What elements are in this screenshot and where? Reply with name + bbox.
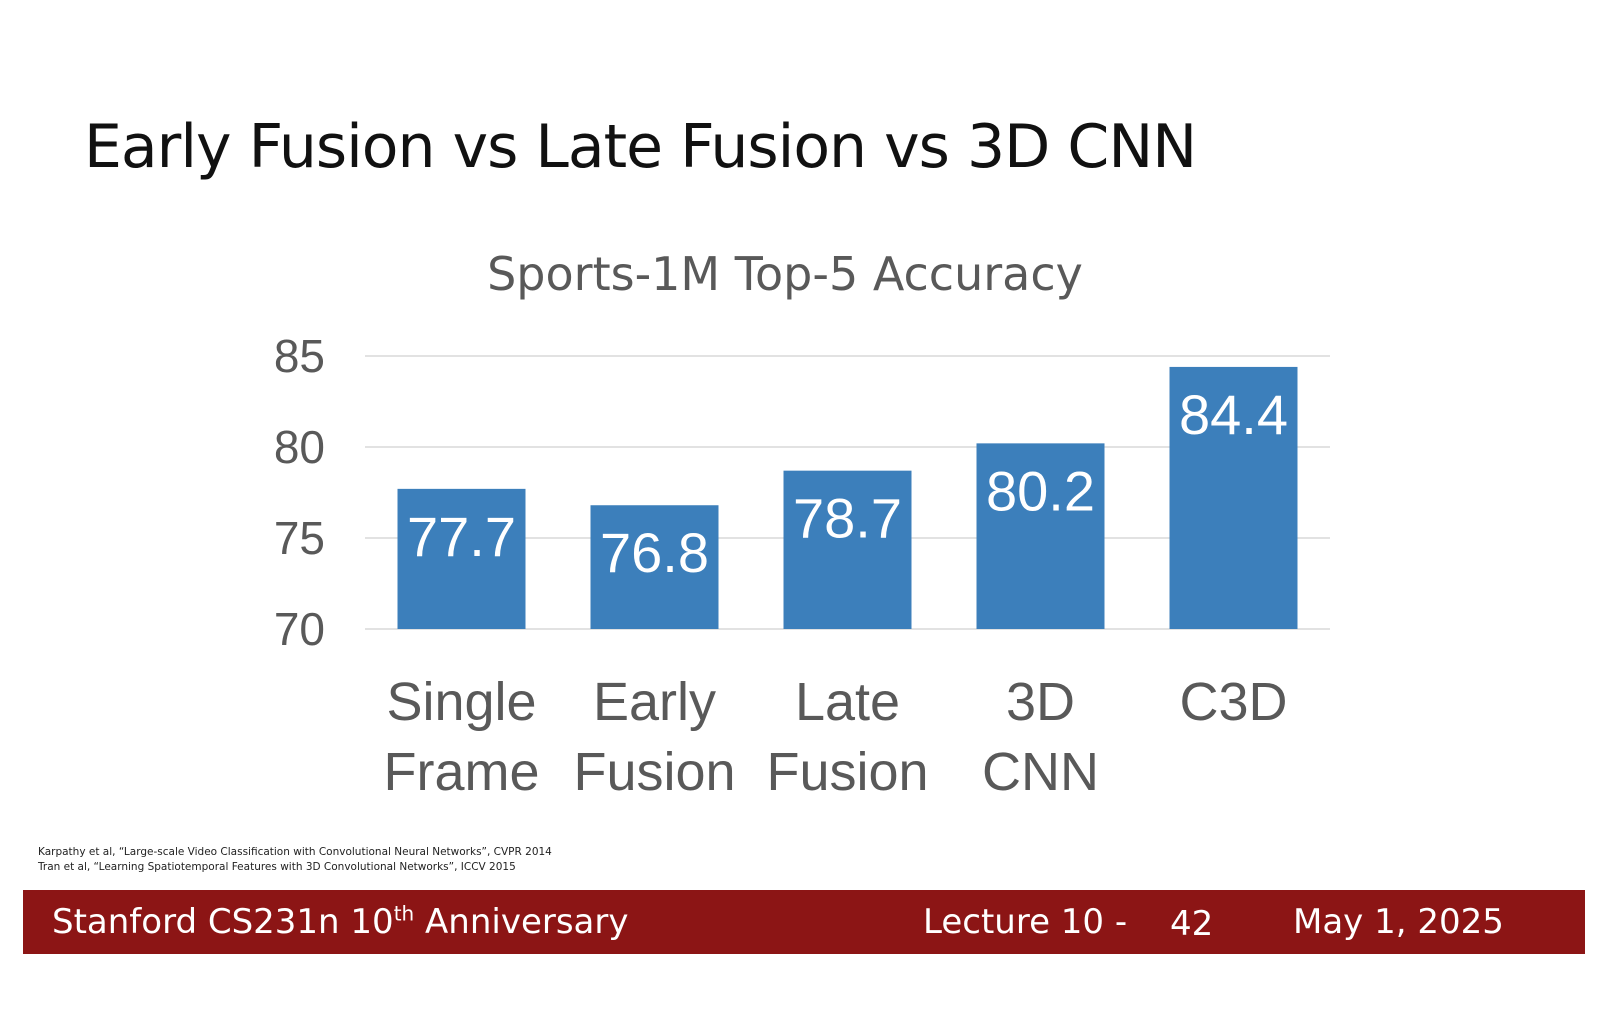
- category-label-1-0: Early: [593, 672, 716, 732]
- reference-karpathy: Karpathy et al, “Large-scale Video Class…: [38, 846, 552, 858]
- data-labels: 77.7 76.8 78.7 80.2 84.4: [407, 383, 1288, 584]
- y-tick-label: 70: [274, 603, 325, 655]
- footer-bar: Stanford CS231n 10th Anniversary Lecture…: [23, 890, 1585, 954]
- category-label-0-1: Frame: [383, 742, 539, 802]
- category-label-3-1: CNN: [982, 742, 1099, 802]
- footer-course: Stanford CS231n 10th Anniversary: [52, 902, 629, 942]
- category-label-4-0: C3D: [1179, 672, 1287, 732]
- bar-1: [590, 505, 719, 629]
- bar-4: [1169, 366, 1298, 629]
- data-label-1: 76.8: [600, 521, 709, 584]
- footer-course-suffix: Anniversary: [414, 902, 629, 942]
- category-labels: Single Frame Early Fusion Late Fusion 3D CNN C3D: [383, 672, 1287, 802]
- y-tick-label: 75: [274, 512, 325, 564]
- footer-page-number: 42: [1170, 904, 1214, 944]
- category-label-2-1: Fusion: [766, 742, 928, 802]
- category-label-1-1: Fusion: [573, 742, 735, 802]
- category-label-2-0: Late: [795, 672, 900, 732]
- bar-0: [397, 488, 526, 629]
- data-label-4: 84.4: [1179, 383, 1288, 446]
- data-label-3: 80.2: [986, 459, 1095, 522]
- footer-course-name: Stanford CS231n 10: [52, 902, 394, 942]
- footer-lecture: Lecture 10 -: [923, 902, 1128, 942]
- bar-3: [976, 443, 1105, 629]
- references: Karpathy et al, “Large-scale Video Class…: [38, 845, 552, 875]
- chart-title: Sports-1M Top-5 Accuracy: [487, 247, 1083, 301]
- category-label-3-0: 3D: [1006, 672, 1075, 732]
- reference-tran: Tran et al, “Learning Spatiotemporal Fea…: [38, 861, 516, 873]
- data-label-2: 78.7: [793, 487, 902, 550]
- slide-title: Early Fusion vs Late Fusion vs 3D CNN: [84, 112, 1197, 182]
- footer-course-sup: th: [393, 901, 415, 926]
- footer-date: May 1, 2025: [1293, 902, 1504, 942]
- data-label-0: 77.7: [407, 505, 516, 568]
- y-axis-ticks: 70 75 80 85: [274, 330, 325, 655]
- bar-2: [783, 470, 912, 629]
- category-label-0-0: Single: [386, 672, 536, 732]
- y-tick-label: 80: [274, 421, 325, 473]
- y-tick-label: 85: [274, 330, 325, 382]
- bars: [397, 366, 1298, 629]
